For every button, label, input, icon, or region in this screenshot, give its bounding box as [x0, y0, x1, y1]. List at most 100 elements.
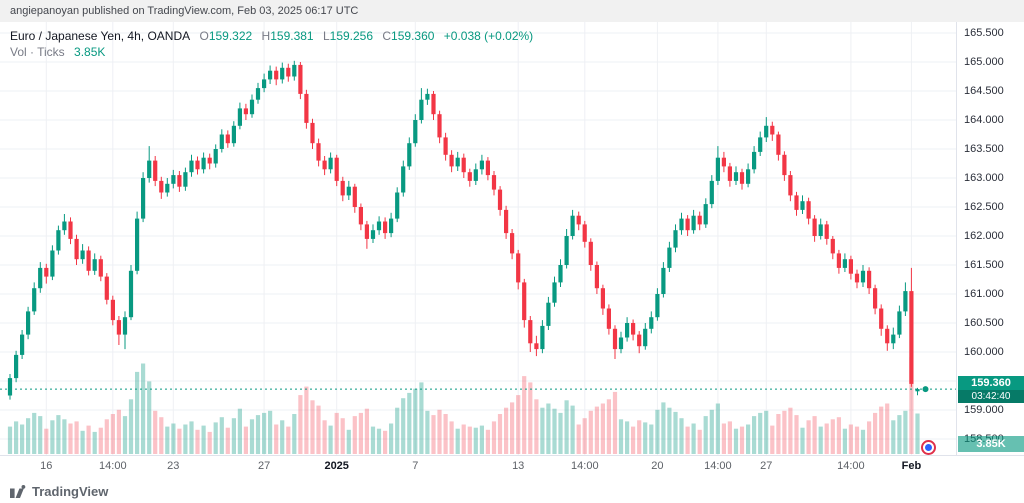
volume-bar [389, 423, 394, 454]
tradingview-logo-icon [10, 484, 26, 498]
volume-bar [631, 426, 636, 454]
chart-plot-area[interactable] [0, 22, 956, 455]
candle-body [207, 157, 212, 164]
price-axis[interactable]: 159.360 03:42:40 3.85K 165.500 165.000 164… [956, 22, 1024, 455]
volume-bar [141, 363, 146, 454]
volume-bar [255, 415, 261, 454]
candle-body [38, 267, 43, 289]
volume-bar [376, 428, 382, 454]
volume-bar [231, 418, 236, 454]
time-axis-label: 27 [257, 460, 271, 472]
candle-body [255, 88, 261, 100]
volume-bar [649, 424, 654, 454]
time-axis[interactable]: 16 14:00 23 27 2025 7 13 14:00 20 14:00 27 14:00 Feb [0, 455, 1024, 477]
candle-body [159, 180, 164, 193]
volume-bar [516, 395, 521, 454]
candle-body [219, 134, 224, 149]
volume-bar [298, 395, 303, 454]
time-axis-label: 14:00 [837, 460, 865, 472]
symbol-title[interactable]: Euro / Japanese Yen, 4h, OANDA [10, 29, 191, 43]
candle-body [455, 157, 460, 167]
time-axis-label: 14:00 [571, 460, 599, 472]
price-axis-label: 160.000 [964, 346, 1004, 358]
volume-bar [370, 426, 376, 454]
candle-body [625, 323, 630, 338]
volume-bar [407, 392, 412, 454]
candle-body [854, 273, 860, 283]
volume-bar [243, 426, 248, 454]
candle-body [86, 250, 91, 271]
candle-body [528, 320, 533, 344]
volume-bar [715, 403, 720, 454]
volume-bar [764, 410, 769, 454]
volume-bar [842, 428, 847, 454]
symbol-row[interactable]: Euro / Japanese Yen, 4h, OANDA O159.322 … [10, 28, 533, 44]
candle-body [189, 160, 194, 173]
volume-bar [473, 427, 478, 454]
volume-bar [310, 400, 315, 454]
volume-bar [618, 419, 624, 454]
candle-body [661, 267, 666, 294]
volume-bar [806, 420, 811, 454]
candle-body [322, 160, 327, 170]
volume-bar [419, 382, 424, 454]
candle-body [915, 389, 920, 392]
volume-bar [26, 418, 31, 454]
candle-body [147, 160, 152, 178]
candle-body [304, 93, 309, 123]
candle-body [328, 157, 333, 170]
volume-bar [249, 419, 255, 454]
tradingview-logo[interactable]: TradingView [10, 481, 108, 501]
volume-bar [189, 421, 194, 454]
time-axis-label: 23 [167, 460, 180, 472]
volume-bar [860, 429, 866, 454]
candle-body [407, 143, 412, 167]
last-price-dot [922, 386, 929, 393]
volume-bar [691, 423, 696, 454]
candle-body [733, 172, 739, 181]
time-axis-label: 7 [412, 460, 419, 472]
candle-body [177, 175, 182, 187]
candle-body [292, 64, 297, 77]
volume-bar [564, 400, 569, 454]
candle-body [352, 186, 357, 207]
time-axis-label: 14:00 [99, 460, 127, 472]
candle-body [540, 325, 545, 350]
volume-bar [358, 412, 363, 454]
candle-body [721, 157, 726, 167]
candle-body [461, 157, 466, 173]
candle-body [776, 134, 781, 155]
candle-body [673, 230, 678, 248]
time-axis-label: Feb [901, 460, 922, 472]
volume-bar [20, 424, 25, 454]
volume-bar [612, 391, 618, 454]
candle-body [141, 178, 146, 219]
volume-bar [685, 426, 690, 454]
volume-bar [395, 407, 400, 454]
volume-bar [558, 412, 563, 454]
candle-body [449, 154, 454, 167]
candle-body [20, 334, 25, 355]
volume-bar [122, 416, 128, 454]
volume-bar [915, 413, 920, 454]
candle-body [522, 282, 527, 321]
volume-bar [637, 420, 642, 454]
volume-row[interactable]: Vol · Ticks 3.85K [10, 44, 533, 60]
candle-body [909, 291, 914, 384]
candle-body [413, 120, 418, 144]
volume-bar [455, 428, 460, 454]
chart-legend: Euro / Japanese Yen, 4h, OANDA O159.322 … [10, 28, 533, 60]
volume-bar [44, 428, 49, 454]
candle-body [867, 270, 872, 289]
tradingview-logo-text: TradingView [32, 483, 109, 499]
candle-body [570, 215, 575, 236]
candle-body [473, 169, 478, 181]
candle-body [56, 230, 61, 251]
volume-bar [721, 423, 726, 454]
ohlc-open-label: O [199, 29, 209, 43]
volume-bar [461, 424, 466, 454]
volume-bar [340, 418, 345, 454]
candle-body [14, 354, 19, 379]
volume-bar [770, 425, 775, 454]
candle-body [576, 215, 581, 225]
